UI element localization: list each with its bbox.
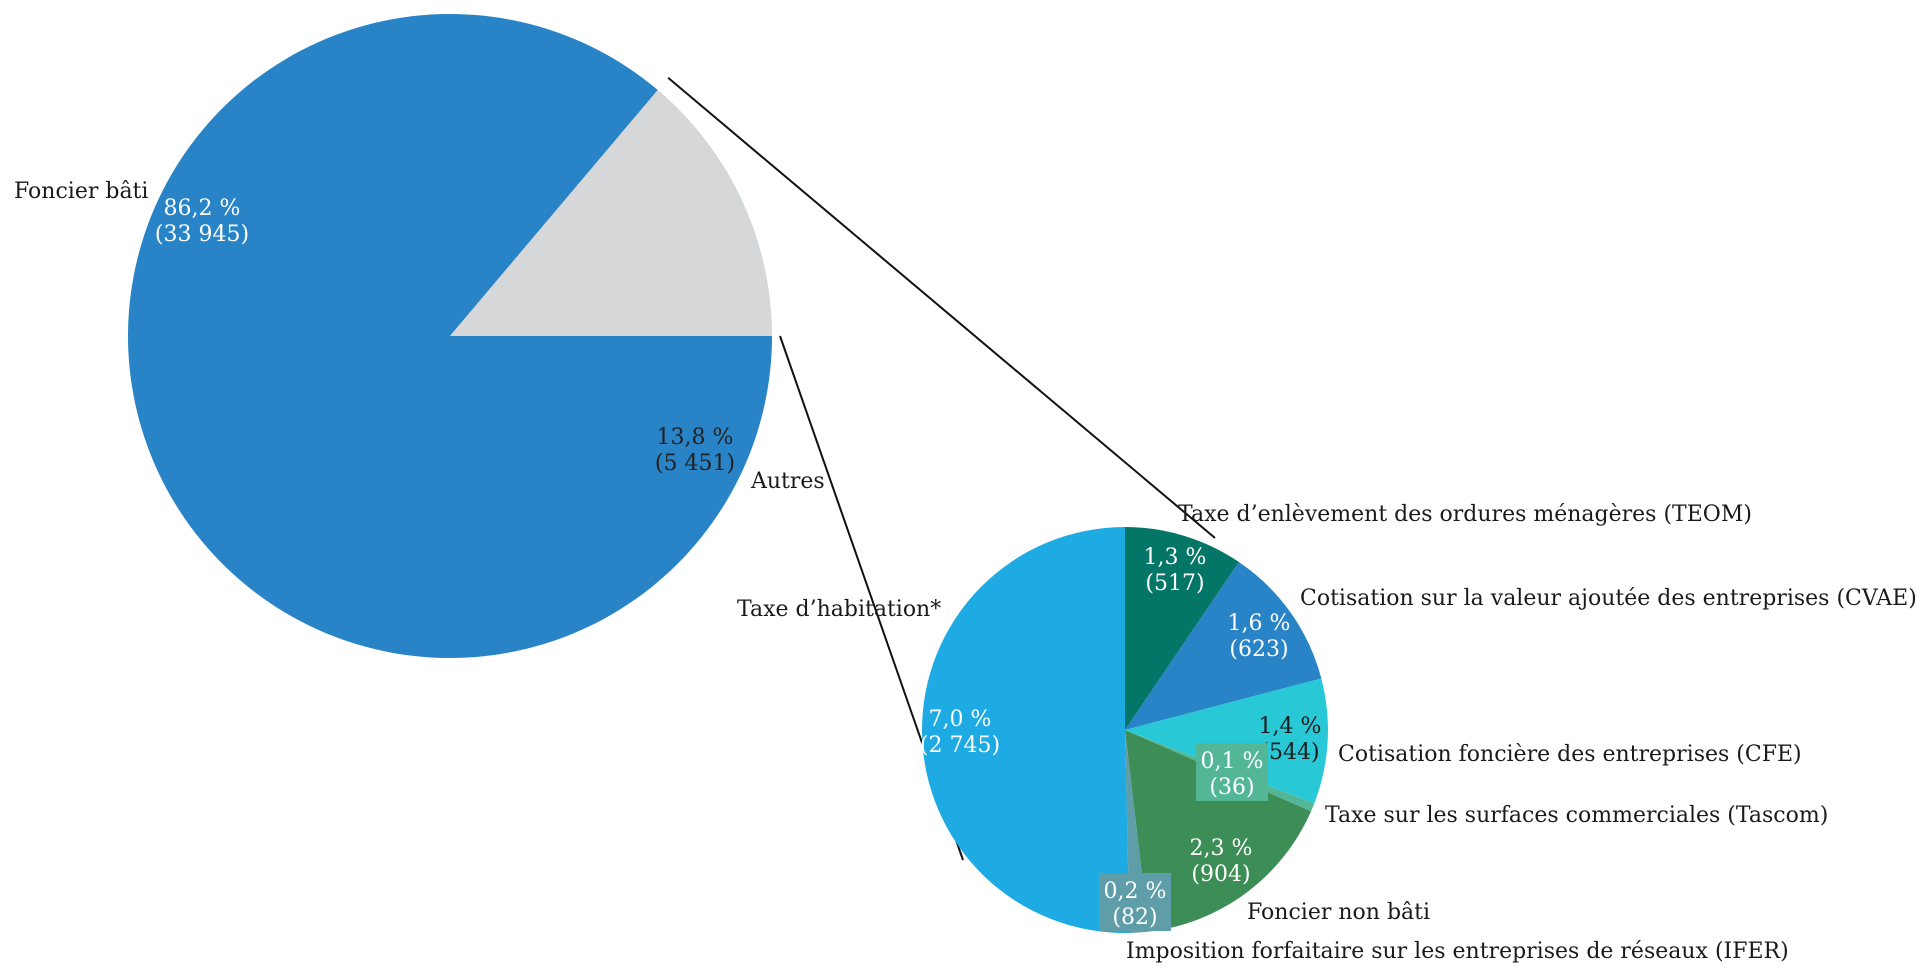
sub-category-label-imposition-forfaitaire-sur-les-entreprises-de-reseaux-ifer: Imposition forfaitaire sur les entrepris… — [1126, 939, 1789, 964]
sub-category-label-cotisation-sur-la-valeur-ajoutee-des-entreprises-cvae: Cotisation sur la valeur ajoutée des ent… — [1300, 586, 1917, 611]
sub-data-label-taxe-sur-les-surfaces-commerciales-tascom: 0,1 % (36) — [1201, 749, 1264, 800]
main-data-label-autres: 13,8 % (5 451) — [655, 425, 735, 476]
sub-label-box-imposition-forfaitaire-sur-les-entreprises-de-reseaux-ifer — [1099, 873, 1171, 931]
sub-data-label-taxe-d-habitation: 7,0 % (2 745) — [920, 707, 1000, 758]
sub-data-label-cotisation-fonciere-des-entreprises-cfe: 1,4 % (544) — [1259, 714, 1322, 765]
sub-data-label-taxe-d-enlevement-des-ordures-menageres-teom: 1,3 % (517) — [1144, 545, 1207, 596]
sub-slice-cotisation-sur-la-valeur-ajoutee-des-entreprises-cvae — [1125, 561, 1322, 730]
main-category-label-autres: Autres — [750, 469, 825, 494]
main-slice-foncier-bati — [127, 14, 773, 659]
sub-category-label-taxe-d-enlevement-des-ordures-menageres-teom: Taxe d’enlèvement des ordures ménagères … — [1178, 502, 1752, 527]
sub-slice-cotisation-fonciere-des-entreprises-cfe — [1125, 678, 1328, 804]
sub-category-label-cotisation-fonciere-des-entreprises-cfe: Cotisation foncière des entreprises (CFE… — [1338, 742, 1802, 767]
main-pie: 86,2 % (33 945) Foncier bâti 13,8 % (5 451) A… — [14, 14, 825, 659]
sub-category-label-taxe-d-habitation: Taxe d’habitation* — [737, 597, 941, 622]
sub-label-box-taxe-sur-les-surfaces-commerciales-tascom — [1196, 743, 1268, 801]
sub-data-label-cotisation-sur-la-valeur-ajoutee-des-entreprises-cvae: 1,6 % (623) — [1228, 611, 1291, 662]
connector-line-top — [667, 77, 1216, 539]
sub-slice-taxe-d-habitation — [922, 527, 1130, 933]
sub-category-label-foncier-non-bati: Foncier non bâti — [1247, 900, 1430, 925]
sub-data-label-foncier-non-bati: 2,3 % (904) — [1190, 836, 1253, 887]
sub-data-label-imposition-forfaitaire-sur-les-entreprises-de-reseaux-ifer: 0,2 % (82) — [1104, 879, 1167, 930]
main-data-label-foncier-bati: 86,2 % (33 945) — [155, 196, 249, 247]
breakdown-pie: 1,3 % (517) Taxe d’enlèvement des ordures … — [737, 502, 1917, 964]
main-slice-autres — [450, 90, 772, 336]
sub-category-label-taxe-sur-les-surfaces-commerciales-tascom: Taxe sur les surfaces commerciales (Tasc… — [1325, 803, 1828, 828]
sub-slice-taxe-d-enlevement-des-ordures-menageres-teom — [1125, 527, 1239, 730]
main-category-label-foncier-bati: Foncier bâti — [14, 179, 148, 204]
sub-slice-foncier-non-bati — [1125, 730, 1312, 932]
